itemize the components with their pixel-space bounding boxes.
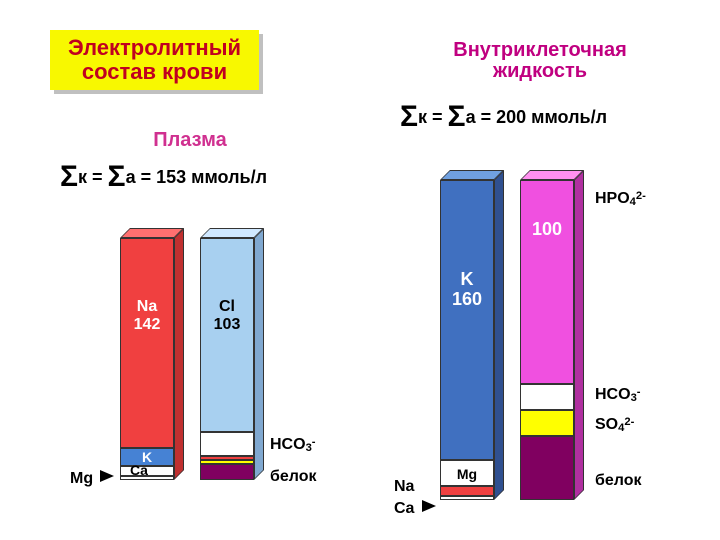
ca-label: Ca	[130, 462, 148, 478]
plasma-cation-bar: Na142 K Ca	[120, 238, 174, 480]
icf-cation-bar: K160 Mg	[440, 180, 494, 500]
title-line1: Электролитный	[68, 35, 241, 60]
icf-bars: K160 Mg Na Ca 100 HPO42- HCO3- SO42- бел…	[420, 150, 660, 500]
icf-sub-l2: жидкость	[493, 60, 587, 82]
icf-sigma: Σк = Σа = 200 ммоль/л	[400, 100, 607, 134]
cl-label: Cl103	[200, 298, 254, 333]
protein-label-right: белок	[595, 472, 642, 490]
k-big-label: K160	[440, 270, 494, 310]
na-label-right: Na	[394, 478, 414, 496]
mg-arrow-left	[100, 470, 114, 482]
hco3-label-right: HCO3-	[595, 386, 641, 404]
hpo4-value: 100	[520, 220, 574, 240]
ca-label-right: Ca	[394, 500, 414, 518]
title-box: Электролитный состав крови	[50, 30, 259, 90]
mg-label-left: Mg	[70, 470, 93, 488]
hpo4-label: HPO42-	[595, 190, 646, 208]
plasma-subtitle: Плазма	[60, 130, 320, 151]
na-label: Na142	[120, 298, 174, 333]
hco3-label-left: HCO3-	[270, 436, 316, 454]
plasma-bars: Na142 K Ca Mg Cl103 HCO3- белок	[110, 200, 310, 480]
icf-subtitle: Внутриклеточная жидкость	[410, 40, 670, 82]
plasma-sigma: Σк = Σа = 153 ммоль/л	[60, 160, 267, 194]
plasma-anion-bar: Cl103	[200, 238, 254, 480]
icf-sub-l1: Внутриклеточная	[453, 39, 627, 61]
icf-anion-bar: 100	[520, 180, 574, 500]
protein-label-left: белок	[270, 468, 317, 486]
ca-arrow-right	[422, 500, 436, 512]
title-line2: состав крови	[82, 59, 227, 84]
so4-label: SO42-	[595, 416, 634, 434]
mg-label-right: Mg	[440, 467, 494, 482]
